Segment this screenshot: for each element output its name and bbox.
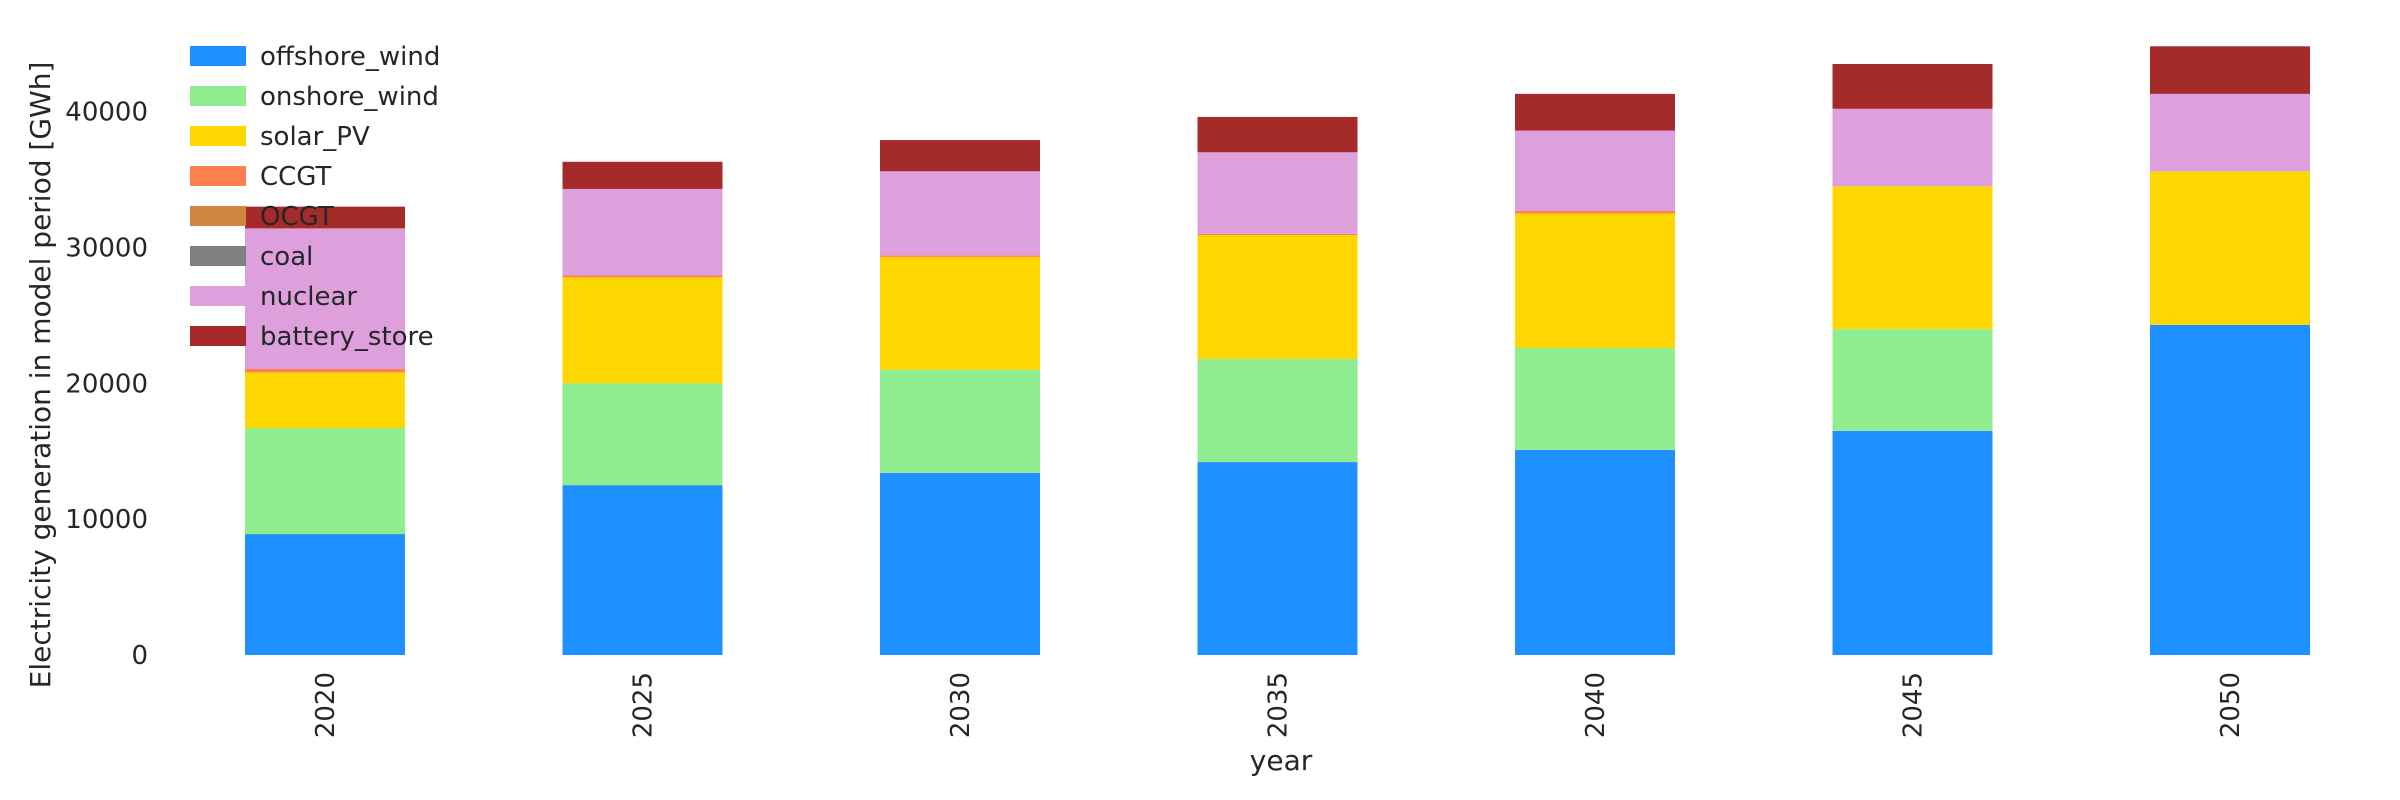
bar-battery_store-2020 (245, 206, 405, 229)
bar-onshore_wind-2025 (562, 383, 723, 486)
y-axis-ticks: 0 10000 20000 30000 40000 (65, 98, 148, 671)
bar-solar_PV-2035 (1197, 235, 1358, 359)
bar-nuclear-2030 (880, 171, 1040, 256)
legend-swatch-onshore_wind (190, 86, 246, 106)
bar-solar_PV-2040 (1515, 213, 1675, 348)
y-tick-label: 40000 (65, 98, 148, 128)
bar-solar_PV-2025 (562, 277, 723, 384)
y-axis-label: Electricity generation in model period [… (24, 62, 57, 689)
legend-swatch-coal (190, 246, 246, 266)
bar-onshore_wind-2020 (245, 428, 405, 535)
legend-swatch-nuclear (190, 286, 246, 306)
bar-CCGT-2040 (1515, 210, 1675, 214)
legend-label-battery_store: battery_store (260, 322, 434, 352)
x-tick-label: 2045 (1899, 672, 1929, 738)
bar-CCGT-2025 (562, 275, 723, 278)
legend-label-solar_PV: solar_PV (260, 122, 370, 152)
x-tick-label: 2030 (946, 672, 976, 738)
bar-offshore_wind-2025 (562, 485, 723, 655)
bar-offshore_wind-2050 (2150, 324, 2310, 655)
x-tick-label: 2025 (629, 672, 659, 738)
bar-offshore_wind-2040 (1515, 449, 1675, 655)
x-tick-label: 2035 (1264, 672, 1294, 738)
bar-solar_PV-2045 (1832, 186, 1993, 329)
x-tick-label: 2020 (311, 672, 341, 738)
bar-nuclear-2020 (245, 228, 405, 369)
bar-CCGT-2035 (1197, 233, 1358, 236)
legend: offshore_wind onshore_wind solar_PV CCGT OCG… (190, 42, 440, 352)
x-tick-label: 2050 (2216, 672, 2246, 738)
legend-label-nuclear: nuclear (260, 282, 357, 312)
bar-battery_store-2035 (1197, 116, 1358, 153)
bar-solar_PV-2050 (2150, 171, 2310, 325)
x-axis-label: year (1250, 744, 1313, 777)
bar-nuclear-2040 (1515, 130, 1675, 211)
legend-label-OCGT: OCGT (260, 202, 334, 232)
legend-label-onshore_wind: onshore_wind (260, 82, 439, 112)
bar-battery_store-2050 (2150, 46, 2310, 94)
y-tick-label: 30000 (65, 233, 148, 263)
bar-battery_store-2030 (880, 140, 1040, 172)
legend-swatch-CCGT (190, 166, 246, 186)
bar-offshore_wind-2035 (1197, 462, 1358, 655)
bar-CCGT-2020 (245, 368, 405, 373)
bar-battery_store-2025 (562, 161, 723, 189)
bar-nuclear-2050 (2150, 93, 2310, 172)
bar-battery_store-2040 (1515, 93, 1675, 131)
bar-onshore_wind-2045 (1832, 328, 1993, 431)
legend-label-coal: coal (260, 242, 313, 272)
bar-offshore_wind-2045 (1832, 430, 1993, 655)
bars-layer (245, 46, 2310, 655)
bar-CCGT-2030 (880, 255, 1040, 257)
bar-solar_PV-2030 (880, 256, 1040, 370)
bar-nuclear-2025 (562, 188, 723, 276)
legend-swatch-solar_PV (190, 126, 246, 146)
y-tick-label: 20000 (65, 369, 148, 399)
bar-offshore_wind-2030 (880, 472, 1040, 655)
bar-nuclear-2035 (1197, 152, 1358, 234)
x-axis-ticks: 2020 2025 2030 2035 2040 2045 2050 (311, 672, 2246, 738)
legend-swatch-battery_store (190, 326, 246, 346)
y-tick-label: 10000 (65, 505, 148, 535)
y-tick-label: 0 (131, 641, 148, 671)
bar-battery_store-2045 (1832, 63, 1993, 109)
bar-onshore_wind-2035 (1197, 358, 1358, 463)
legend-label-CCGT: CCGT (260, 162, 332, 192)
x-tick-label: 2040 (1581, 672, 1611, 738)
bar-onshore_wind-2040 (1515, 347, 1675, 450)
bar-solar_PV-2020 (245, 372, 405, 429)
bar-onshore_wind-2030 (880, 369, 1040, 473)
legend-swatch-OCGT (190, 206, 246, 226)
bar-offshore_wind-2020 (245, 534, 405, 655)
legend-swatch-offshore_wind (190, 46, 246, 66)
bar-nuclear-2045 (1832, 108, 1993, 187)
legend-label-offshore_wind: offshore_wind (260, 42, 440, 72)
